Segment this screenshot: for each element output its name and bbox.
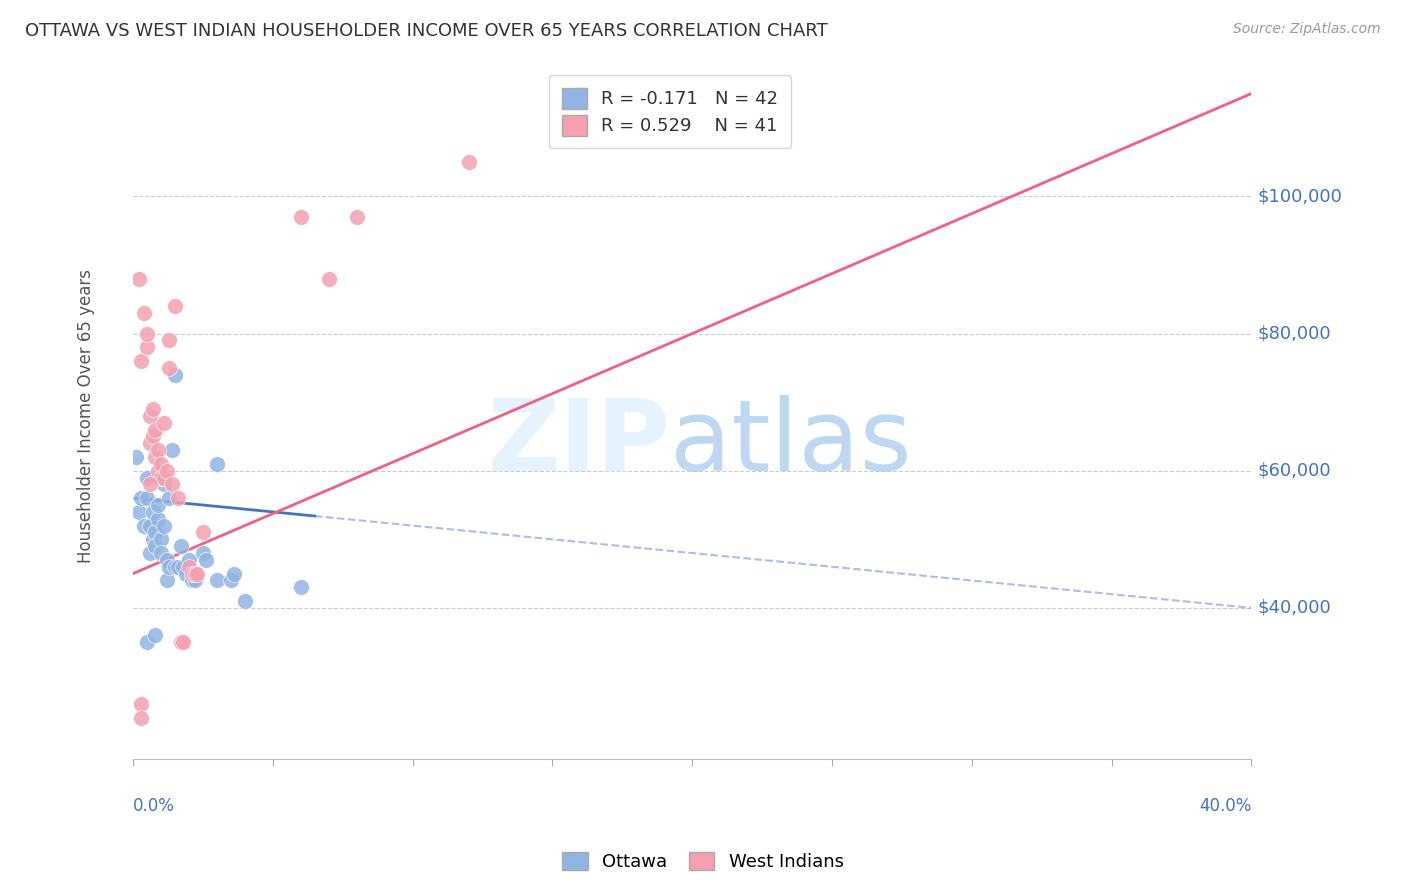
Point — [136, 340, 159, 354]
Point — [148, 464, 170, 478]
Text: OTTAWA VS WEST INDIAN HOUSEHOLDER INCOME OVER 65 YEARS CORRELATION CHART: OTTAWA VS WEST INDIAN HOUSEHOLDER INCOME… — [25, 22, 828, 40]
Point — [191, 525, 214, 540]
Point — [177, 559, 200, 574]
Legend: R = -0.171   N = 42, R = 0.529    N = 41: R = -0.171 N = 42, R = 0.529 N = 41 — [548, 75, 792, 148]
Point — [131, 491, 153, 505]
Point — [569, 87, 592, 101]
Point — [166, 559, 188, 574]
Point — [142, 533, 165, 547]
Point — [155, 574, 177, 588]
Point — [737, 4, 759, 19]
Point — [139, 477, 162, 491]
Point — [166, 491, 188, 505]
Point — [145, 539, 167, 553]
Point — [219, 574, 242, 588]
Point — [290, 580, 312, 594]
Point — [180, 574, 202, 588]
Point — [139, 546, 162, 560]
Point — [163, 559, 186, 574]
Point — [131, 354, 153, 368]
Point — [157, 360, 180, 375]
Text: $40,000: $40,000 — [1257, 599, 1331, 617]
Point — [142, 505, 165, 519]
Point — [172, 559, 194, 574]
Point — [160, 477, 183, 491]
Point — [205, 574, 228, 588]
Text: atlas: atlas — [669, 395, 911, 491]
Point — [145, 450, 167, 464]
Point — [148, 443, 170, 458]
Point — [177, 553, 200, 567]
Point — [172, 635, 194, 649]
Text: 0.0%: 0.0% — [134, 797, 174, 814]
Point — [142, 402, 165, 417]
Point — [152, 470, 174, 484]
Text: Source: ZipAtlas.com: Source: ZipAtlas.com — [1233, 22, 1381, 37]
Point — [150, 457, 173, 471]
Point — [205, 457, 228, 471]
Point — [183, 574, 205, 588]
Point — [183, 566, 205, 581]
Point — [136, 491, 159, 505]
Point — [152, 416, 174, 430]
Point — [128, 505, 150, 519]
Point — [139, 409, 162, 423]
Point — [222, 566, 245, 581]
Point — [131, 711, 153, 725]
Text: $80,000: $80,000 — [1257, 325, 1330, 343]
Point — [148, 512, 170, 526]
Text: ZIP: ZIP — [486, 395, 669, 491]
Point — [169, 635, 191, 649]
Point — [150, 533, 173, 547]
Point — [155, 464, 177, 478]
Point — [142, 429, 165, 443]
Point — [152, 477, 174, 491]
Point — [157, 491, 180, 505]
Point — [346, 210, 368, 224]
Point — [136, 470, 159, 484]
Point — [150, 546, 173, 560]
Point — [134, 306, 156, 320]
Point — [233, 594, 256, 608]
Point — [125, 450, 148, 464]
Point — [134, 518, 156, 533]
Text: 40.0%: 40.0% — [1199, 797, 1251, 814]
Point — [174, 566, 197, 581]
Text: $60,000: $60,000 — [1257, 462, 1330, 480]
Point — [157, 559, 180, 574]
Point — [157, 334, 180, 348]
Text: $100,000: $100,000 — [1257, 187, 1341, 205]
Point — [139, 436, 162, 450]
Point — [180, 566, 202, 581]
Point — [136, 635, 159, 649]
Point — [128, 271, 150, 285]
Point — [160, 443, 183, 458]
Point — [148, 498, 170, 512]
Point — [186, 566, 208, 581]
Legend: Ottawa, West Indians: Ottawa, West Indians — [555, 845, 851, 879]
Text: Householder Income Over 65 years: Householder Income Over 65 years — [77, 268, 96, 563]
Point — [191, 546, 214, 560]
Point — [150, 470, 173, 484]
Point — [136, 326, 159, 341]
Point — [318, 271, 340, 285]
Point — [155, 553, 177, 567]
Point — [145, 628, 167, 642]
Point — [163, 368, 186, 382]
Point — [139, 518, 162, 533]
Point — [163, 299, 186, 313]
Point — [145, 423, 167, 437]
Point — [169, 539, 191, 553]
Point — [194, 553, 217, 567]
Point — [457, 155, 479, 169]
Point — [131, 697, 153, 711]
Point — [290, 210, 312, 224]
Point — [145, 525, 167, 540]
Point — [152, 518, 174, 533]
